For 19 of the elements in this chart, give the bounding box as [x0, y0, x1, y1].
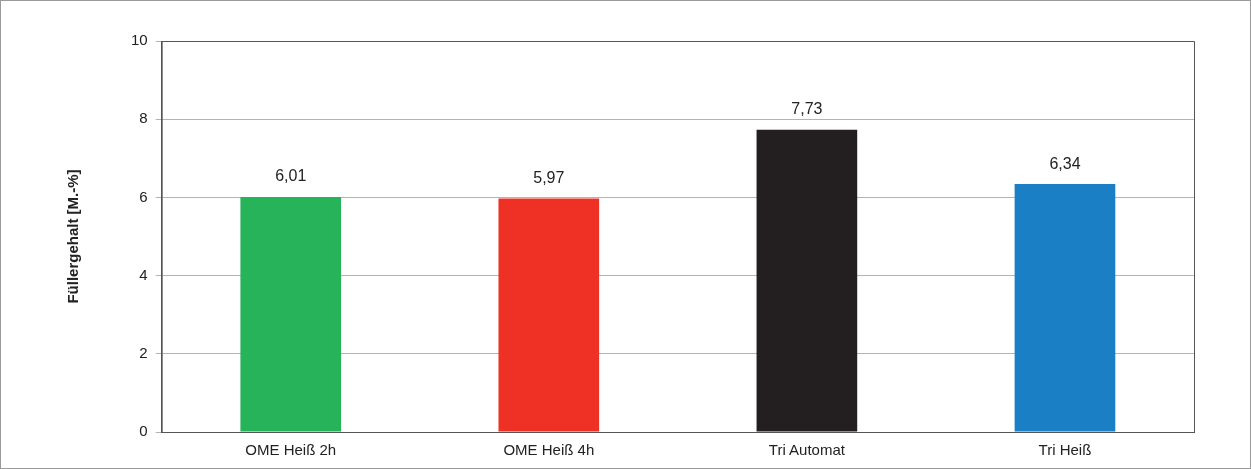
- x-tick-label: Tri Automat: [768, 441, 846, 459]
- y-tick-label: 8: [139, 109, 148, 127]
- y-tick-label: 2: [139, 343, 148, 361]
- y-axis-title: Füllergehalt [M.-%]: [64, 169, 82, 304]
- data-label: 6,34: [1049, 154, 1081, 172]
- data-label: 6,01: [275, 167, 307, 185]
- y-tick-label: 4: [139, 265, 148, 283]
- y-tick-label: 10: [131, 31, 148, 49]
- x-tick-label: Tri Heiß: [1038, 441, 1092, 459]
- bar: [1014, 184, 1116, 432]
- bar: [240, 197, 342, 432]
- data-label: 5,97: [533, 168, 565, 186]
- x-tick-label: OME Heiß 2h: [245, 441, 337, 459]
- bar: [756, 129, 858, 432]
- x-tick-label: OME Heiß 4h: [503, 441, 595, 459]
- y-tick-label: 0: [139, 422, 148, 440]
- y-tick-label: 6: [139, 187, 148, 205]
- bar: [498, 198, 600, 432]
- data-label: 7,73: [791, 100, 823, 118]
